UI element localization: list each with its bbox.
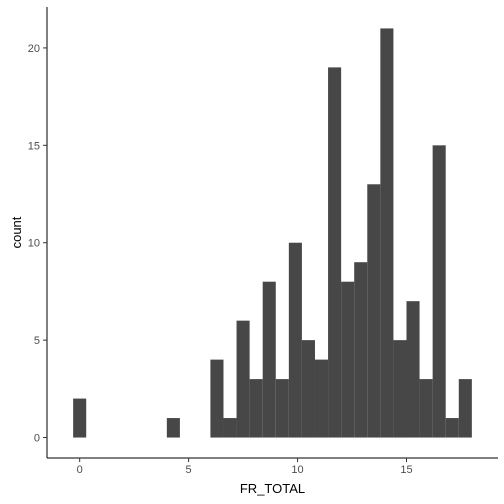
- histogram-bar: [432, 145, 446, 438]
- histogram-bar: [249, 379, 263, 438]
- x-tick-label: 5: [186, 464, 192, 476]
- y-tick-label: 15: [28, 140, 40, 152]
- histogram-bar: [73, 398, 87, 438]
- histogram-bar: [419, 379, 433, 438]
- histogram-bar: [341, 281, 355, 438]
- histogram-bar: [166, 418, 180, 438]
- histogram-bar: [210, 359, 224, 438]
- y-tick-label: 10: [28, 238, 40, 250]
- y-tick-label: 5: [34, 335, 40, 347]
- histogram-bar: [301, 340, 315, 438]
- y-axis-title: count: [9, 216, 24, 248]
- histogram-bar: [458, 379, 472, 438]
- histogram-bar: [262, 281, 276, 438]
- x-axis-title: FR_TOTAL: [240, 481, 305, 496]
- histogram-bar: [393, 340, 407, 438]
- histogram-bar: [445, 418, 459, 438]
- x-tick-label: 0: [77, 464, 83, 476]
- y-tick-label: 20: [28, 43, 40, 55]
- ticks-layer: 0 5 10 15 0 5 10 15 20: [28, 43, 413, 476]
- x-tick-label: 15: [400, 464, 412, 476]
- histogram-bar: [223, 418, 237, 438]
- histogram-bar: [314, 359, 329, 438]
- x-tick-label: 10: [291, 464, 303, 476]
- histogram-bar: [354, 262, 368, 438]
- histogram-bar: [236, 320, 250, 438]
- y-tick-label: 0: [34, 433, 40, 445]
- histogram-bar: [288, 242, 302, 438]
- histogram-bar: [275, 379, 289, 438]
- histogram-bar: [406, 301, 420, 438]
- histogram-bar: [328, 67, 342, 438]
- histogram-bar: [380, 28, 394, 438]
- axes-layer: [46, 7, 498, 459]
- histogram-bar: [367, 184, 381, 438]
- bars-layer: [73, 28, 472, 438]
